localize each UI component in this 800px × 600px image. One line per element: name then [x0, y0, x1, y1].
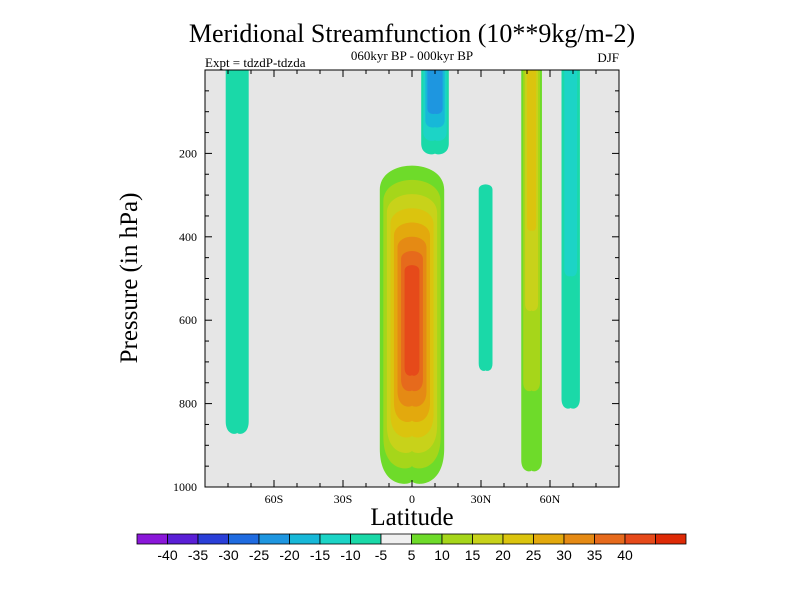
colorbar-swatch [472, 533, 504, 545]
contour-level [225, 70, 249, 434]
chart-title: Meridional Streamfunction (10**9kg/m-2) [189, 19, 635, 48]
colorbar-swatch [502, 533, 534, 545]
chart-subtitle-center: 060kyr BP - 000kyr BP [351, 48, 473, 63]
y-tick-label: 1000 [173, 480, 197, 494]
contour-level [527, 70, 537, 231]
chart-subtitle-left: Expt = tdzdP-tdzda [205, 55, 306, 70]
contour-feature-upper-negative-cell [421, 70, 449, 155]
contour-level [478, 184, 493, 371]
colorbar-label: -15 [310, 547, 330, 563]
colorbar-label: -35 [188, 547, 208, 563]
colorbar-label: 5 [408, 547, 416, 563]
colorbar-swatch [167, 533, 199, 545]
contour-level [404, 265, 420, 376]
colorbar-swatch [594, 533, 626, 545]
colorbar-label: 20 [495, 547, 511, 563]
x-tick-label: 60N [540, 492, 561, 506]
contour-fields [225, 70, 580, 484]
y-axis-label: Pressure (in hPa) [116, 193, 143, 364]
contour-feature-nh-positive-column [521, 70, 542, 472]
colorbar-swatch [411, 533, 443, 545]
colorbar-label: 25 [526, 547, 542, 563]
contour-feature-high-lat-negative-column [561, 70, 580, 409]
x-tick-label: 30N [471, 492, 492, 506]
colorbar-label: 35 [587, 547, 603, 563]
x-tick-label: 30S [334, 492, 353, 506]
colorbar-label: -25 [249, 547, 269, 563]
colorbar-label: -20 [279, 547, 299, 563]
contour-feature-sh-negative-column [225, 70, 249, 434]
contour-level [427, 70, 443, 115]
colorbar-label: 40 [617, 547, 633, 563]
colorbar-swatch [624, 533, 656, 545]
y-tick-label: 400 [179, 230, 197, 244]
colorbar-swatch [533, 533, 565, 545]
colorbar-swatch [350, 533, 382, 545]
colorbar-label: -5 [375, 547, 388, 563]
contour-feature-equatorial-positive-cell [379, 165, 445, 484]
colorbar-swatch [258, 533, 290, 545]
colorbar-swatch [441, 533, 473, 545]
colorbar-label: -40 [157, 547, 177, 563]
colorbar-label: 15 [465, 547, 481, 563]
contour-level [564, 70, 578, 277]
x-axis-ticks: 60S 30S 0 30N 60N [227, 70, 597, 506]
colorbar-swatch [289, 533, 321, 545]
colorbar-swatch [563, 533, 595, 545]
colorbar-swatch [655, 533, 687, 545]
colorbar-label: -30 [218, 547, 238, 563]
colorbar-swatch [319, 533, 351, 545]
colorbar-label: 10 [434, 547, 450, 563]
y-tick-label: 200 [179, 146, 197, 160]
colorbar-swatch [380, 533, 412, 545]
x-tick-label: 0 [409, 492, 415, 506]
colorbar-swatch [136, 533, 168, 545]
colorbar-swatch [197, 533, 229, 545]
x-tick-label: 60S [265, 492, 284, 506]
colorbar-swatch [228, 533, 260, 545]
x-axis-label: Latitude [370, 504, 453, 531]
colorbar-label: 30 [556, 547, 572, 563]
chart-subtitle-right: DJF [597, 50, 619, 65]
y-tick-label: 800 [179, 397, 197, 411]
y-tick-label: 600 [179, 313, 197, 327]
y-axis-ticks: 200 400 600 800 1000 [173, 90, 619, 494]
colorbar-label: -10 [340, 547, 360, 563]
colorbar: -40 -35 -30 -25 -20 -15 -10 -5 5 10 15 20 25 30 35 40 [136, 533, 687, 563]
contour-feature-nh-negative-column [478, 184, 493, 371]
